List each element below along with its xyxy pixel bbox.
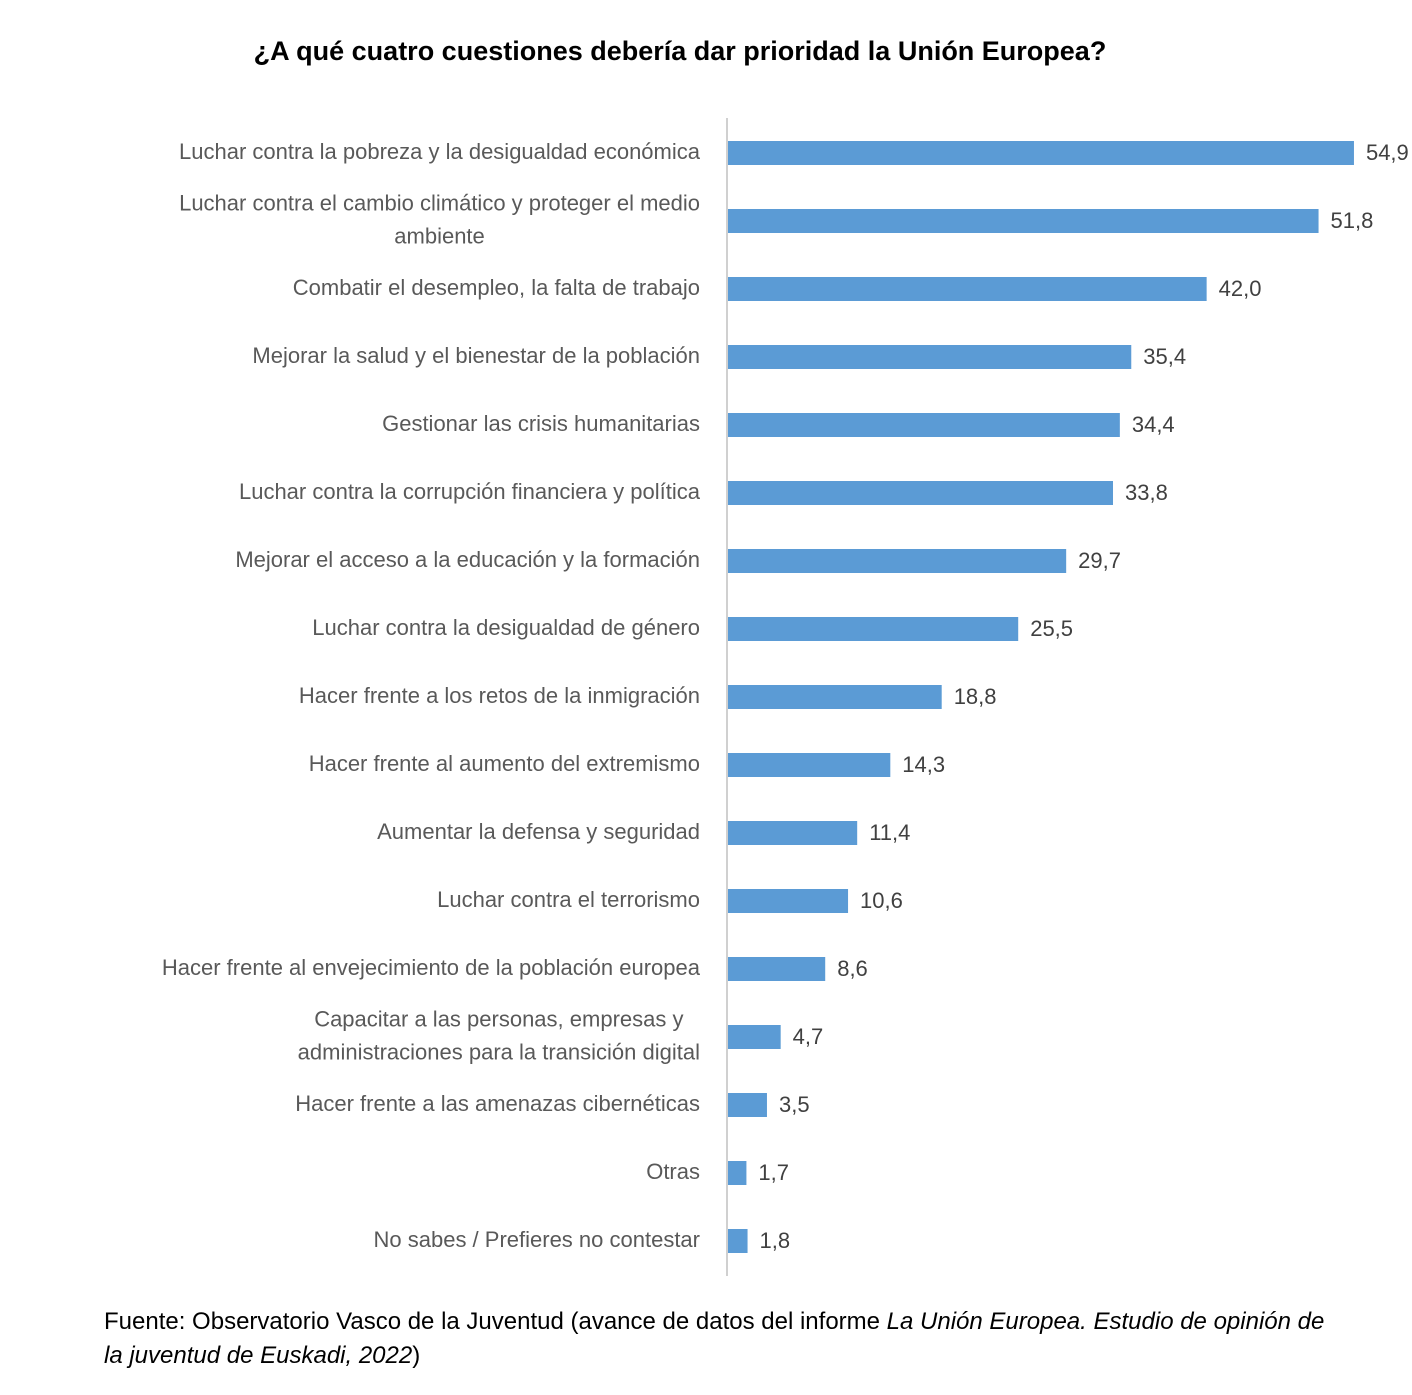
category-label-line: Otras: [646, 1159, 700, 1184]
category-label: Luchar contra el terrorismo: [437, 887, 700, 912]
bar: [727, 209, 1319, 233]
bars-layer: Luchar contra la pobreza y la desigualda…: [162, 139, 1409, 1253]
bar: [727, 1093, 767, 1117]
category-label: Hacer frente al aumento del extremismo: [309, 751, 700, 776]
data-label: 11,4: [869, 820, 910, 845]
category-label: No sabes / Prefieres no contestar: [374, 1227, 701, 1252]
category-label: Combatir el desempleo, la falta de traba…: [293, 275, 700, 300]
category-label-line: Mejorar el acceso a la educación y la fo…: [235, 547, 700, 572]
data-label: 42,0: [1219, 276, 1262, 301]
data-label: 1,7: [758, 1160, 789, 1185]
data-label: 10,6: [860, 888, 903, 913]
bar: [727, 413, 1120, 437]
bar: [727, 617, 1019, 641]
bar: [727, 753, 891, 777]
bar: [727, 889, 849, 913]
category-label: Hacer frente a las amenazas cibernéticas: [295, 1091, 700, 1116]
chart-title: ¿A qué cuatro cuestiones debería dar pri…: [253, 36, 1107, 66]
category-label-line: administraciones para la transición digi…: [298, 1039, 700, 1064]
category-label-line: Luchar contra la corrupción financiera y…: [239, 479, 701, 504]
bar: [727, 481, 1113, 505]
data-label: 1,8: [760, 1228, 791, 1253]
category-label-line: No sabes / Prefieres no contestar: [374, 1227, 701, 1252]
category-label-line: Combatir el desempleo, la falta de traba…: [293, 275, 700, 300]
data-label: 18,8: [954, 684, 997, 709]
data-label: 33,8: [1125, 480, 1168, 505]
category-label-line: Luchar contra la pobreza y la desigualda…: [179, 139, 701, 164]
bar: [727, 549, 1067, 573]
category-label: Mejorar el acceso a la educación y la fo…: [235, 547, 700, 572]
category-label-line: Luchar contra la desigualdad de género: [312, 615, 700, 640]
category-label-line: Luchar contra el terrorismo: [437, 887, 700, 912]
bar: [727, 1161, 747, 1185]
data-label: 3,5: [779, 1092, 810, 1117]
category-label-line: Capacitar a las personas, empresas y: [314, 1006, 683, 1031]
category-label-line: Luchar contra el cambio climático y prot…: [179, 190, 700, 215]
category-label: Gestionar las crisis humanitarias: [382, 411, 700, 436]
category-label: Aumentar la defensa y seguridad: [377, 819, 700, 844]
category-label: Hacer frente al envejecimiento de la pob…: [162, 955, 701, 980]
bar: [727, 277, 1207, 301]
category-label: Otras: [646, 1159, 700, 1184]
category-label: Luchar contra la pobreza y la desigualda…: [179, 139, 701, 164]
bar: [727, 685, 942, 709]
data-label: 51,8: [1331, 208, 1374, 233]
data-label: 14,3: [902, 752, 945, 777]
data-label: 25,5: [1030, 616, 1073, 641]
source-suffix: ): [412, 1342, 421, 1369]
data-label: 35,4: [1143, 344, 1186, 369]
category-label-line: ambiente: [394, 223, 485, 248]
category-label: Hacer frente a los retos de la inmigraci…: [299, 683, 700, 708]
data-label: 4,7: [793, 1024, 824, 1049]
data-label: 8,6: [837, 956, 868, 981]
category-label: Luchar contra la corrupción financiera y…: [239, 479, 701, 504]
category-label: Luchar contra el cambio climático y prot…: [179, 190, 700, 248]
bar: [727, 1025, 781, 1049]
category-label-line: Hacer frente al envejecimiento de la pob…: [162, 955, 701, 980]
bar: [727, 345, 1132, 369]
bar: [727, 1229, 748, 1253]
source-italic: La Unión Europea. Estudio de opinión de …: [104, 1308, 1325, 1369]
category-label-line: Gestionar las crisis humanitarias: [382, 411, 700, 436]
bar: [727, 821, 858, 845]
bar: [727, 141, 1354, 165]
category-label-line: Aumentar la defensa y seguridad: [377, 819, 700, 844]
category-label-line: Hacer frente a los retos de la inmigraci…: [299, 683, 700, 708]
category-label-line: Mejorar la salud y el bienestar de la po…: [252, 343, 700, 368]
category-label: Capacitar a las personas, empresas y admi…: [298, 1006, 700, 1064]
bar-chart: Luchar contra la pobreza y la desigualda…: [162, 118, 1409, 1276]
category-label: Luchar contra la desigualdad de género: [312, 615, 700, 640]
data-label: 34,4: [1132, 412, 1175, 437]
source-note: Fuente: Observatorio Vasco de la Juventu…: [104, 1305, 1344, 1373]
category-label-line: Hacer frente a las amenazas cibernéticas: [295, 1091, 700, 1116]
category-label-line: Hacer frente al aumento del extremismo: [309, 751, 700, 776]
source-prefix: Fuente: Observatorio Vasco de la Juventu…: [104, 1308, 887, 1335]
data-label: 54,9: [1366, 140, 1409, 165]
bar: [727, 957, 826, 981]
category-label: Mejorar la salud y el bienestar de la po…: [252, 343, 700, 368]
data-label: 29,7: [1078, 548, 1121, 573]
